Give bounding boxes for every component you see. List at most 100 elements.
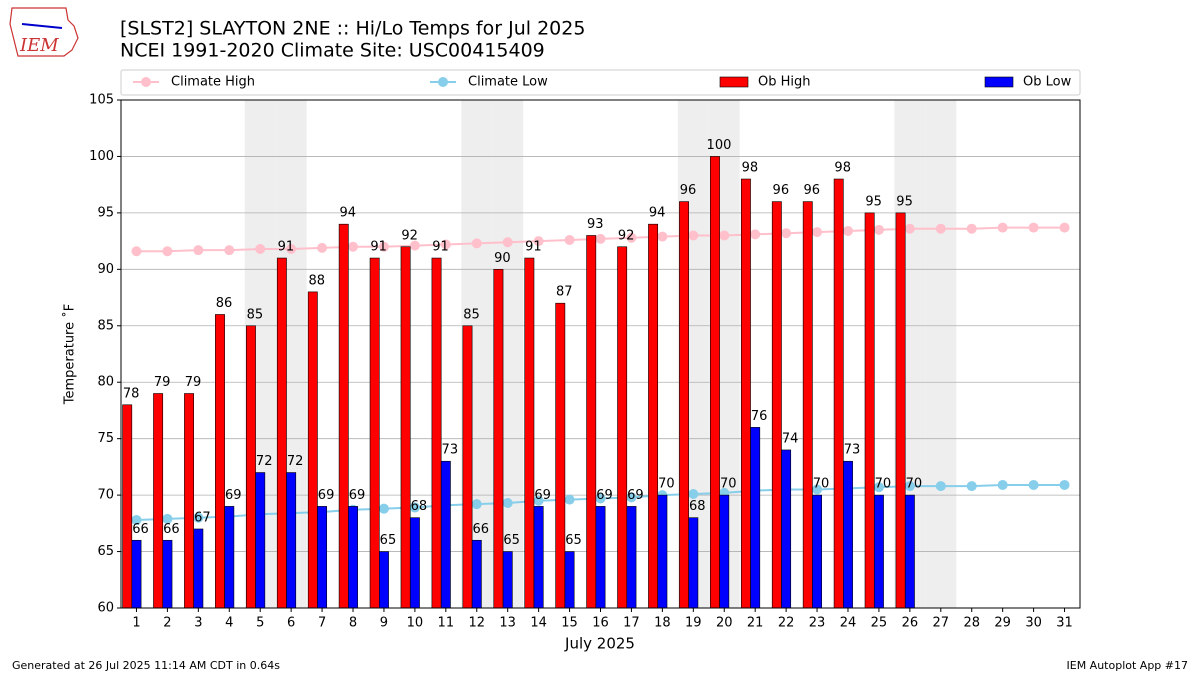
bar	[904, 494, 915, 609]
x-tick-label: 16	[592, 616, 609, 631]
bar	[833, 178, 844, 609]
line-marker	[1059, 222, 1070, 233]
bar	[348, 506, 358, 609]
x-tick-label: 10	[407, 616, 424, 631]
bar	[245, 325, 256, 609]
bar	[493, 269, 504, 609]
legend-swatch-marker	[438, 77, 448, 87]
x-tick-label: 22	[778, 616, 795, 631]
data-label: 96	[773, 183, 790, 198]
line-marker	[812, 227, 823, 238]
bar	[409, 517, 420, 609]
line-marker	[502, 237, 513, 248]
data-label: 73	[844, 443, 861, 458]
line-marker	[812, 484, 823, 495]
x-tick-label: 29	[994, 616, 1011, 631]
data-label: 68	[411, 499, 428, 514]
bar	[462, 325, 473, 609]
bar	[184, 393, 194, 609]
x-tick-label: 26	[902, 616, 919, 631]
bar	[864, 212, 875, 609]
bar	[895, 212, 906, 609]
data-label: 91	[432, 240, 449, 255]
line-marker	[348, 241, 359, 252]
data-label: 69	[534, 488, 551, 503]
data-label: 65	[503, 533, 520, 548]
data-label: 85	[463, 307, 480, 322]
data-label: 66	[163, 522, 180, 537]
bar	[710, 156, 720, 609]
bar	[771, 201, 782, 609]
x-tick-label: 14	[530, 616, 547, 631]
x-axis-label: July 2025	[564, 635, 635, 653]
bar	[679, 201, 689, 609]
data-label: 94	[649, 206, 666, 221]
y-tick-label: 60	[97, 601, 114, 616]
bar	[317, 506, 328, 609]
bar	[153, 393, 164, 609]
line-marker	[317, 242, 328, 253]
data-label: 65	[565, 533, 582, 548]
bar	[193, 528, 204, 609]
data-label: 78	[123, 386, 140, 401]
footer-left: Generated at 26 Jul 2025 11:14 AM CDT in…	[12, 659, 280, 672]
data-label: 93	[587, 217, 604, 232]
line-marker	[471, 238, 482, 249]
y-tick-label: 100	[89, 149, 114, 164]
x-tick-label: 12	[468, 616, 485, 631]
data-label: 94	[339, 206, 356, 221]
data-label: 79	[154, 375, 171, 390]
line-marker	[873, 224, 884, 235]
bar	[595, 506, 606, 609]
x-tick-label: 20	[716, 616, 733, 631]
legend-label: Climate Low	[468, 75, 548, 90]
data-label: 76	[751, 409, 768, 424]
y-tick-label: 80	[97, 375, 114, 390]
x-tick-label: 5	[256, 616, 264, 631]
logo: IEM	[9, 7, 79, 57]
legend-label: Ob Low	[1023, 75, 1072, 90]
line-marker	[409, 240, 420, 251]
legend-swatch	[719, 76, 749, 88]
x-tick-label: 23	[809, 616, 826, 631]
bar	[338, 223, 349, 609]
line-marker	[904, 223, 915, 234]
x-tick-label: 6	[287, 616, 295, 631]
chart-subtitle: NCEI 1991-2020 Climate Site: USC00415409	[120, 40, 545, 62]
line-marker	[471, 499, 482, 510]
line-marker	[286, 244, 297, 255]
bar	[524, 257, 535, 609]
line-marker	[1028, 222, 1039, 233]
line-marker	[193, 512, 204, 523]
y-tick-label: 65	[97, 544, 114, 559]
x-tick-label: 18	[654, 616, 671, 631]
bar	[802, 201, 813, 609]
data-label: 86	[216, 296, 233, 311]
line-marker	[224, 245, 235, 256]
line-marker	[502, 498, 513, 509]
data-label: 67	[194, 510, 211, 525]
y-tick-label: 85	[97, 318, 114, 333]
legend-label: Climate High	[171, 75, 255, 90]
line-marker	[533, 236, 544, 247]
bar	[740, 178, 751, 609]
bar	[781, 449, 792, 609]
data-label: 70	[813, 477, 830, 492]
data-label: 70	[906, 477, 923, 492]
bar	[873, 494, 884, 609]
x-tick-label: 21	[747, 616, 764, 631]
bar	[286, 472, 297, 609]
bar	[400, 246, 411, 609]
line-marker	[409, 502, 420, 513]
line-marker	[626, 492, 637, 503]
bar	[255, 472, 266, 609]
data-label: 95	[896, 194, 913, 209]
data-label: 98	[834, 161, 851, 176]
data-label: 69	[349, 488, 366, 503]
legend-box	[120, 69, 1081, 96]
data-label: 87	[556, 285, 573, 300]
y-tick-label: 105	[89, 93, 114, 108]
data-label: 79	[185, 375, 202, 390]
line-marker	[193, 245, 204, 256]
bar	[586, 235, 597, 609]
